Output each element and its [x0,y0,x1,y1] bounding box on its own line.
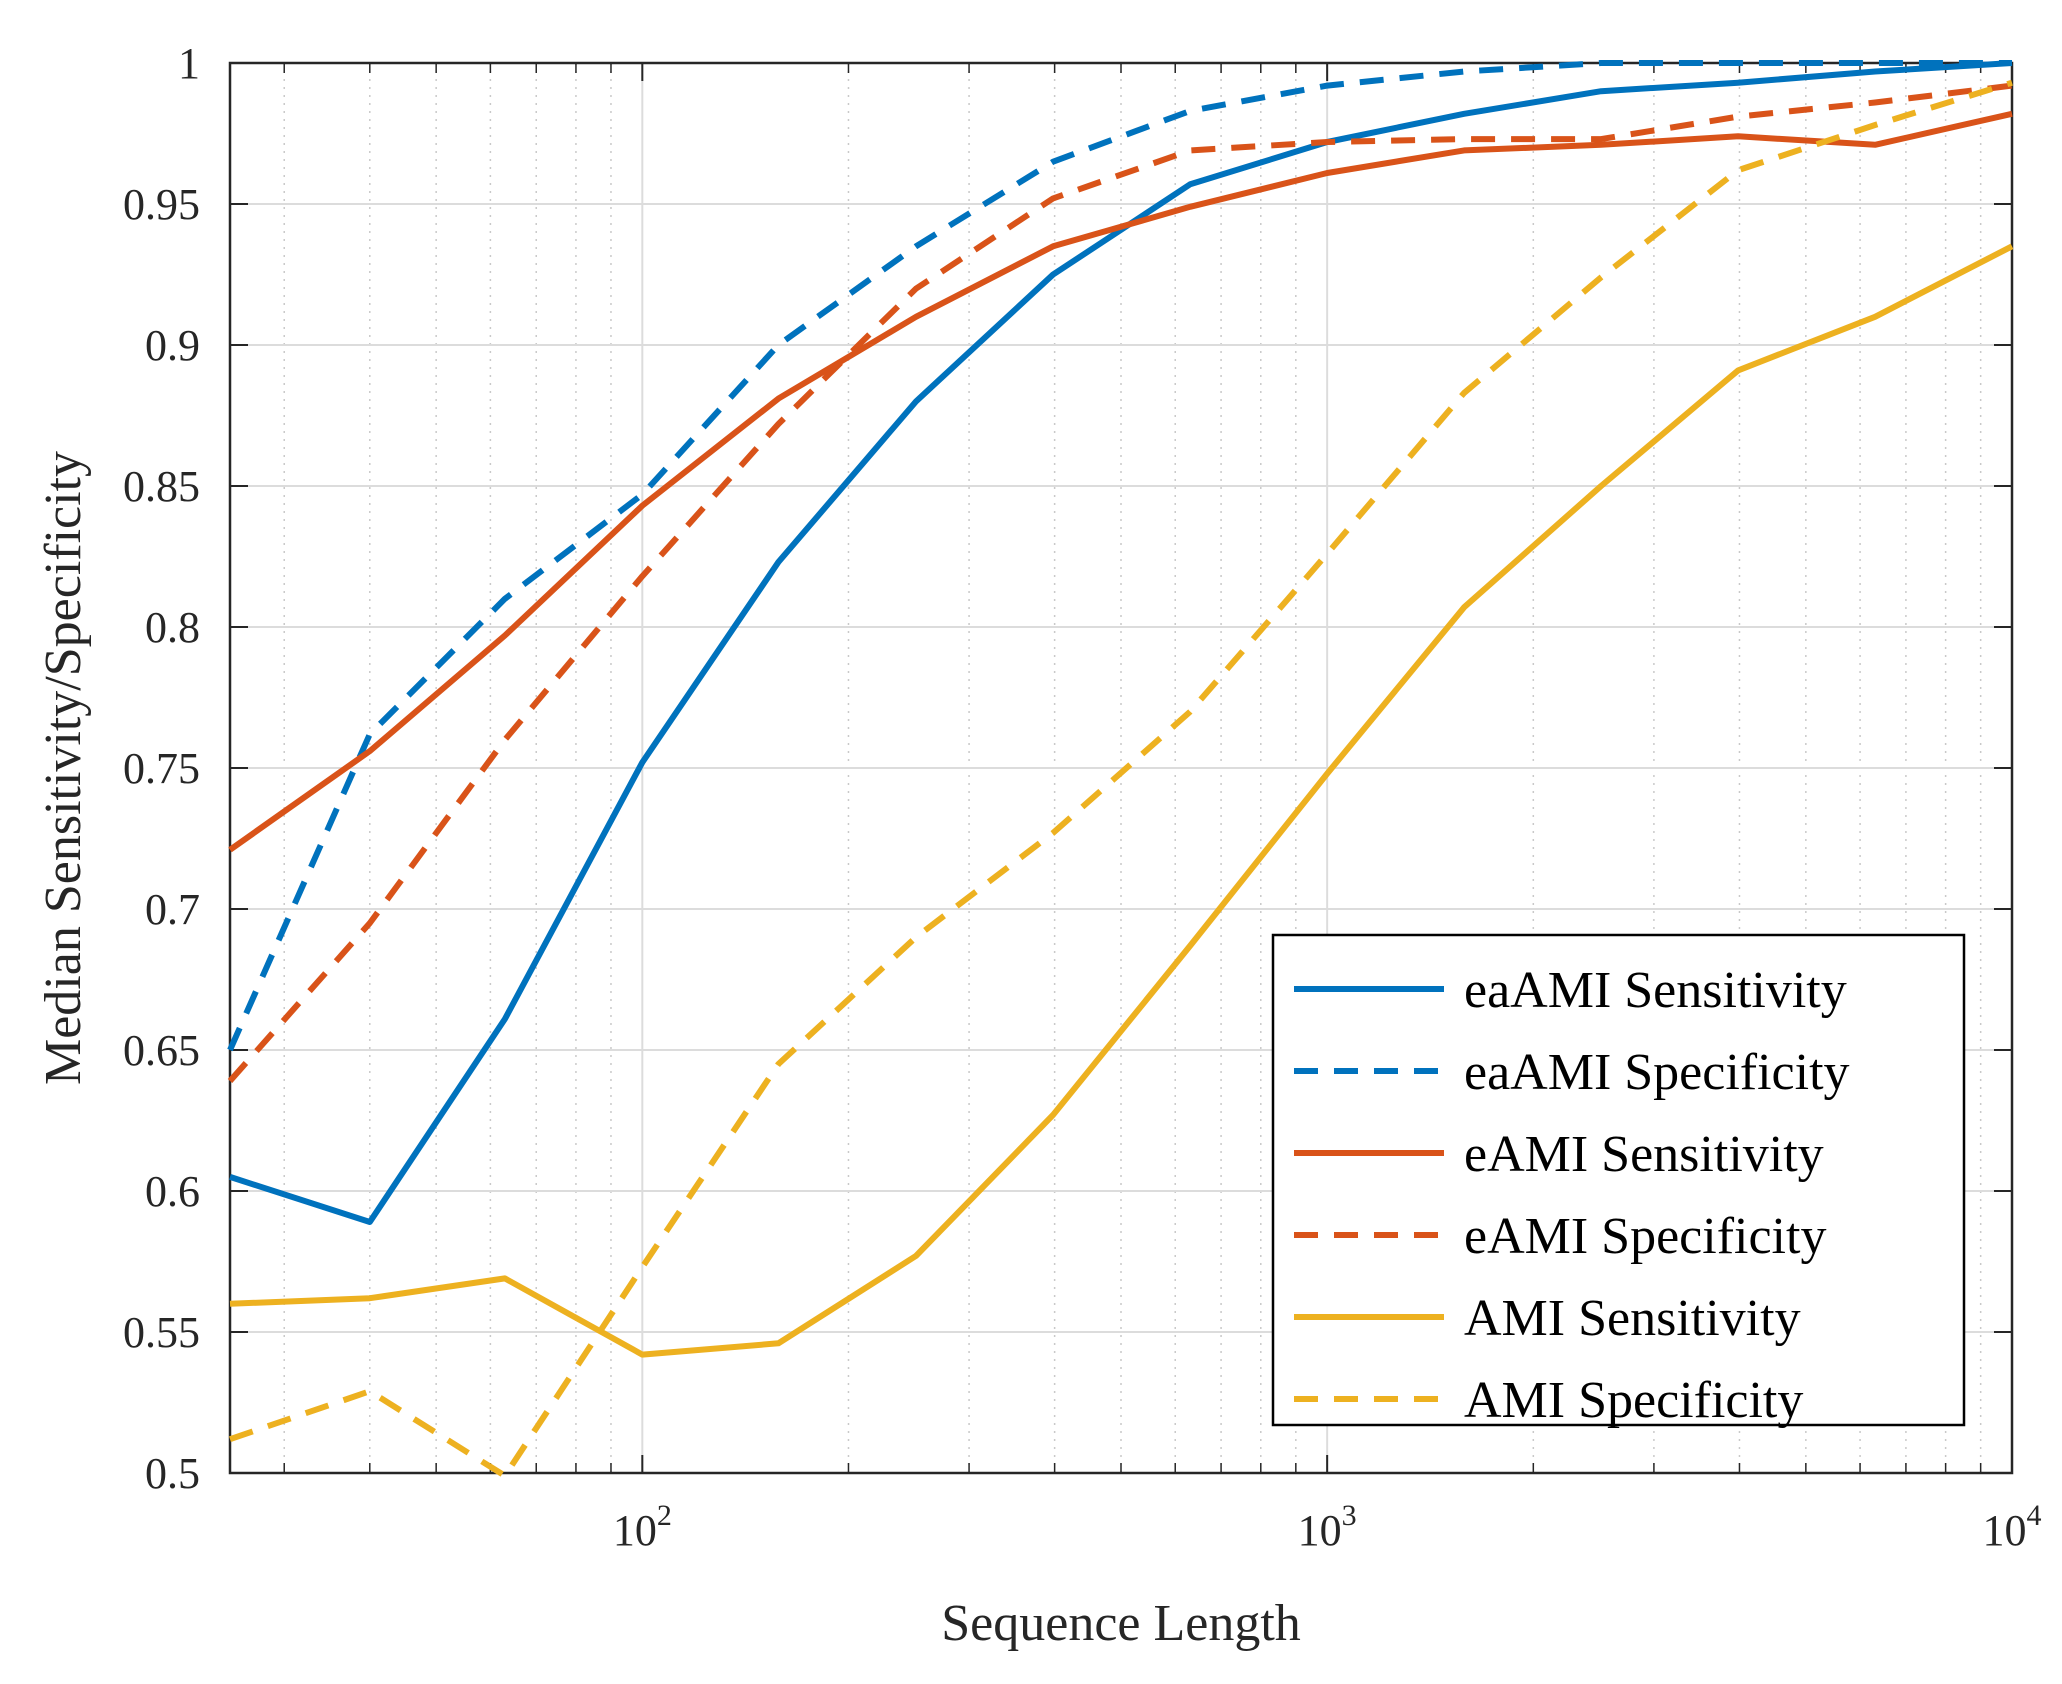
x-axis-title: Sequence Length [941,1595,1301,1652]
legend-label-ami-sensitivity: AMI Sensitivity [1464,1290,1801,1347]
y-tick-label: 0.8 [145,603,200,652]
y-tick-label: 0.7 [145,885,200,934]
axis-tick-labels: 102 103 104 0.5 0.55 0.6 0.65 0.7 0.75 0.8 0.85 0.9… [123,39,2042,1555]
legend-label-eami-sensitivity: eAMI Sensitivity [1464,1126,1824,1183]
legend-label-eaami-sensitivity: eaAMI Sensitivity [1464,962,1847,1019]
y-tick-label: 0.6 [145,1167,200,1216]
series-line-ami-sensitivity [229,243,2014,1358]
x-tick-label: 103 [1298,1499,1357,1555]
series-layer [227,60,2014,1479]
legend-label-eami-specificity: eAMI Specificity [1464,1208,1826,1265]
y-tick-label: 0.65 [123,1026,200,1075]
x-tick-label: 102 [613,1499,672,1555]
series-line-eami-specificity [227,82,2013,1083]
y-tick-label: 0.5 [145,1449,200,1498]
legend-label-eaami-specificity: eaAMI Specificity [1464,1044,1850,1101]
y-tick-label: 0.95 [123,180,200,229]
legend-label-ami-specificity: AMI Specificity [1464,1372,1803,1429]
legend-box [1271,933,1966,1427]
y-tick-label: 1 [178,39,200,88]
legend: eaAMI Sensitivity eaAMI Specificity eAMI S… [1271,933,1966,1429]
series-line-eami-sensitivity [228,110,2013,853]
y-tick-label: 0.75 [123,744,200,793]
x-tick-label: 104 [1983,1499,2042,1555]
y-tick-label: 0.55 [123,1308,200,1357]
series-line-ami-specificity [229,79,2013,1479]
y-tick-label: 0.85 [123,462,200,511]
y-axis-title: Median Sensitivity/Specificity [35,451,92,1085]
series-line-eaami-specificity [227,60,2012,1052]
y-tick-label: 0.9 [145,321,200,370]
